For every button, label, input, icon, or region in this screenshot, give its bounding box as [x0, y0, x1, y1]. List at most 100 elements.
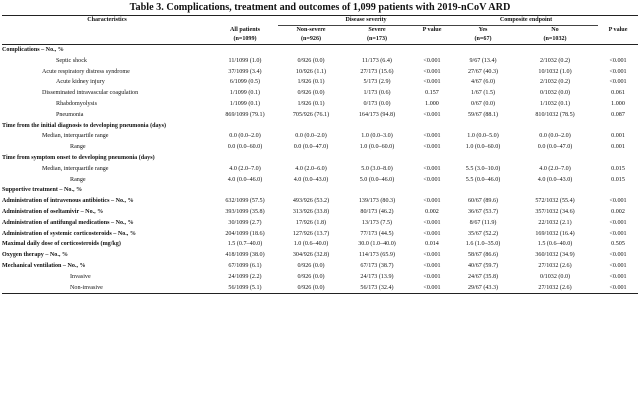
table-row: Administration of antifungal medications… [2, 218, 638, 229]
table-cell: 30/1099 (2.7) [228, 219, 262, 226]
row-label: Time from the initial diagnosis to devel… [2, 122, 166, 129]
table-cell: 24/173 (13.9) [360, 273, 394, 280]
table-cell [410, 45, 454, 56]
table-cell: 58/67 (86.6) [467, 252, 499, 259]
table-cell: <0.001 [423, 198, 441, 205]
table-cell: 313/926 (33.8) [292, 208, 330, 215]
table-cell: <0.001 [423, 219, 441, 226]
table-cell: <0.001 [609, 219, 627, 226]
disease-severity-header: Disease severity [278, 15, 455, 26]
table-cell [454, 185, 512, 196]
table-cell: 56/173 (32.4) [360, 284, 394, 291]
table-cell: 5.0 (3.0–8.0) [361, 165, 393, 172]
table-cell: 418/1099 (38.0) [225, 252, 265, 259]
table-cell: 393/1099 (35.8) [225, 208, 265, 215]
table-cell [344, 185, 410, 196]
table-cell [278, 185, 344, 196]
table-row: Range 4.0 (0.0–46.0) 4.0 (0.0–43.0) 5.0 (0.… [2, 175, 638, 186]
table-cell [454, 45, 512, 56]
table-cell: 169/1032 (16.4) [535, 230, 575, 237]
table-cell: 0.0 (0.0–47.0) [537, 144, 573, 151]
table-cell: <0.001 [609, 252, 627, 259]
table-row: Maximal daily dose of corticosteroids (m… [2, 239, 638, 250]
table-cell: 0.001 [611, 133, 625, 140]
table-row: Rhabdomyolysis 1/1099 (0.1) 1/926 (0.1) 0/1… [2, 99, 638, 110]
table-cell: <0.001 [609, 57, 627, 64]
table-cell: 0.0 (0.0–60.0) [227, 144, 263, 151]
all-patients-header: All patients [230, 26, 260, 33]
table-cell: 1/173 (0.6) [363, 90, 391, 97]
table-cell: 11/1099 (1.0) [228, 57, 262, 64]
table-cell [212, 153, 278, 164]
table-cell: 2/1032 (0.2) [539, 57, 571, 64]
severe-n: (n=173) [366, 36, 388, 42]
table-cell: 10/1032 (1.0) [538, 68, 572, 75]
table-cell: 27/67 (40.3) [467, 68, 499, 75]
table-cell: 1/1099 (0.1) [229, 90, 261, 97]
table-cell: 0/1032 (0.0) [539, 90, 571, 97]
table-cell: 37/1099 (3.4) [228, 68, 262, 75]
table-cell [512, 153, 598, 164]
table-cell [278, 153, 344, 164]
table-cell: 0.002 [611, 208, 625, 215]
table-cell: <0.001 [423, 68, 441, 75]
table-cell: <0.001 [423, 57, 441, 64]
table-cell [598, 185, 638, 196]
table-cell [598, 153, 638, 164]
table-cell: 0/926 (0.0) [297, 90, 325, 97]
table-cell [512, 121, 598, 132]
non-severe-n: (n=926) [300, 36, 322, 42]
row-label: Mechanical ventilation – No., % [2, 262, 86, 269]
table-cell: <0.001 [423, 79, 441, 86]
table-cell [344, 121, 410, 132]
table-cell [598, 45, 638, 56]
row-label: Administration of oseltamivir – No., % [2, 208, 104, 215]
table-cell: 1.5 (0.6–40.0) [537, 241, 573, 248]
yes-n: (n=67) [474, 36, 492, 42]
table-cell: <0.001 [609, 284, 627, 291]
table-cell: 0/926 (0.0) [297, 284, 325, 291]
table-cell: 0/926 (0.0) [297, 57, 325, 64]
table-cell: 59/67 (88.1) [467, 111, 499, 118]
table-cell: 0.015 [611, 176, 625, 183]
table-cell: 8/67 (11.9) [469, 219, 497, 226]
table-cell: <0.001 [423, 273, 441, 280]
table-cell: 0.0 (0.0–47.0) [293, 144, 329, 151]
table-cell: <0.001 [423, 252, 441, 259]
table-row: Median, interquartile range 4.0 (2.0–7.0)… [2, 164, 638, 175]
row-label: Administration of antifungal medications… [2, 219, 134, 226]
table-cell: <0.001 [423, 230, 441, 237]
table-row: Administration of systemic corticosteroi… [2, 229, 638, 240]
table-cell: 13/173 (7.5) [361, 219, 393, 226]
non-severe-header: Non-severe [296, 27, 326, 33]
table-cell: 1.0 (0.0–5.0) [467, 133, 499, 140]
yes-header: Yes [478, 27, 488, 33]
table-cell: 9/67 (13.4) [469, 57, 497, 64]
table-cell: <0.001 [423, 165, 441, 172]
table-cell: 4.0 (0.0–43.0) [293, 176, 329, 183]
table-cell: 10/926 (1.1) [295, 68, 327, 75]
table-cell: 4.0 (2.0–7.0) [539, 165, 571, 172]
table-cell: 4.0 (0.0–43.0) [537, 176, 573, 183]
table-row: Non-invasive 56/1099 (5.1) 0/926 (0.0) 56/1… [2, 283, 639, 294]
table-row: Disseminated intravascular coagulation 1/… [2, 88, 638, 99]
table-cell: 0.001 [611, 144, 625, 151]
table-cell: 4.0 (2.0–7.0) [229, 165, 261, 172]
table-cell: 1/926 (0.1) [297, 79, 325, 86]
row-label: Maximal daily dose of corticosteroids (m… [2, 241, 121, 248]
table-cell: 0.505 [611, 241, 625, 248]
table-cell: 77/173 (44.5) [360, 230, 394, 237]
row-label: Time from symptom onset to developing pn… [2, 154, 155, 161]
table-cell: 4.0 (0.0–46.0) [227, 176, 263, 183]
table-cell: 0/67 (0.0) [470, 100, 496, 107]
table-cell: 1.6 (1.0–35.0) [465, 241, 501, 248]
table-cell: 360/1032 (34.9) [535, 252, 575, 259]
table-cell: 1.0 (0.0–60.0) [359, 144, 395, 151]
table-cell [410, 185, 454, 196]
table-cell: <0.001 [423, 284, 441, 291]
table-cell: 35/67 (52.2) [467, 230, 499, 237]
table-row: Acute respiratory distress syndrome 37/10… [2, 67, 638, 78]
table-row: Time from symptom onset to developing pn… [2, 153, 638, 164]
table-cell [212, 45, 278, 56]
table-cell: 357/1032 (34.6) [535, 208, 575, 215]
